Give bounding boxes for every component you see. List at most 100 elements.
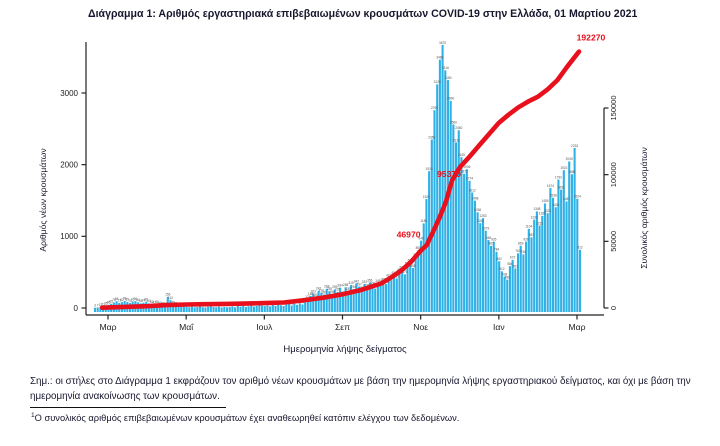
daily-cases-bar (231, 306, 234, 312)
daily-cases-bar (242, 305, 245, 312)
bar-value-label: 551 (513, 264, 519, 268)
bar-value-label: 652 (497, 257, 503, 261)
daily-cases-bar (352, 289, 355, 312)
daily-cases-bar (99, 307, 102, 312)
daily-cases-bar (204, 307, 207, 312)
daily-cases-bar (525, 241, 528, 312)
bar-value-label: 1792 (555, 175, 562, 179)
daily-cases-bar (546, 213, 549, 312)
daily-cases-bar (366, 287, 369, 312)
daily-cases-bar (441, 44, 444, 312)
daily-cases-bar (244, 306, 247, 312)
footnote-body: Ο συνολικός αριθμός επιβεβαιωμένων κρουσ… (34, 413, 460, 424)
daily-cases-bar (506, 279, 509, 312)
bar-value-label: 3316 (442, 66, 449, 70)
daily-cases-bar (250, 305, 253, 312)
bar-value-label: 987 (529, 233, 535, 237)
cumulative-milestone-label: 95370 (437, 169, 461, 179)
bar-value-label: 2105 (458, 153, 465, 157)
daily-cases-bar (225, 307, 229, 312)
daily-cases-bar (562, 170, 565, 312)
bar-value-label: 421 (386, 274, 392, 278)
daily-cases-bar (538, 225, 541, 312)
daily-cases-bar (393, 275, 396, 312)
daily-cases-bar (207, 306, 210, 312)
bar-value-label: 1936 (463, 165, 470, 169)
bar-value-label: 869 (518, 242, 524, 246)
daily-cases-bar (196, 307, 199, 312)
daily-cases-bar (209, 306, 212, 312)
daily-cases-bar (417, 250, 420, 312)
bar-value-label: 342 (354, 279, 360, 283)
y-right-tick-label: 50000 (609, 231, 618, 252)
bar-value-label: 470 (402, 270, 408, 274)
daily-cases-bar (234, 307, 237, 312)
daily-cases-bar (570, 174, 573, 312)
daily-cases-bar (465, 169, 468, 312)
bar-value-label: 1866 (568, 170, 575, 174)
bar-value-label: 784 (494, 248, 500, 252)
bar-value-label: 2045 (566, 157, 573, 161)
daily-cases-bar (406, 265, 409, 312)
daily-cases-bar (384, 284, 388, 312)
daily-cases-bar (220, 307, 223, 312)
daily-cases-bar (301, 304, 304, 312)
bar-value-label: 268 (324, 285, 330, 289)
bar-value-label: 71 (118, 299, 122, 303)
bar-value-label: 65 (139, 299, 143, 303)
footnote-text: 1Ο συνολικός αριθμός επιβεβαιωμένων κρου… (31, 412, 691, 423)
daily-cases-bar (460, 157, 463, 312)
bar-value-label: 1348 (533, 207, 540, 211)
daily-cases-bar (172, 304, 175, 312)
x-axis-tick-label: Ιαν (493, 322, 505, 332)
bar-value-label: 867 (488, 242, 494, 246)
daily-cases-bar (298, 303, 301, 312)
bar-value-label: 1286 (539, 212, 546, 216)
daily-cases-bar (430, 139, 433, 312)
bar-value-label: 80 (136, 298, 140, 302)
daily-cases-bar (296, 304, 299, 312)
daily-cases-bar (201, 307, 204, 312)
daily-cases-bar (182, 306, 185, 312)
daily-cases-bar (285, 304, 288, 312)
bar-value-label: 333 (362, 280, 368, 284)
daily-cases-bar (368, 282, 371, 312)
bars-series (93, 44, 582, 313)
bar-value-label: 168 (308, 292, 314, 296)
bar-value-label: 1651 (558, 186, 565, 190)
chart-note: Σημ.: οι στήλες στο Διάγραμμα 1 εκφράζου… (30, 376, 691, 403)
bar-value-label: 812 (577, 246, 583, 250)
bar-value-label: 35 (104, 301, 108, 305)
bar-value-label: 356 (367, 278, 373, 282)
daily-cases-bar (363, 284, 366, 312)
bar-value-label: 2480 (455, 126, 462, 130)
daily-cases-bar (401, 269, 404, 312)
x-axis-tick-label: Σεπ (335, 322, 350, 332)
bar-value-label: 1538 (550, 194, 557, 198)
bar-value-label: 806 (416, 246, 422, 250)
daily-cases-bar (255, 305, 258, 312)
daily-cases-bar (519, 245, 522, 312)
bar-value-label: 7 (97, 303, 99, 307)
bar-value-label: 46 (171, 301, 175, 305)
daily-cases-bar (495, 251, 498, 312)
daily-cases-bar (333, 289, 336, 312)
daily-cases-bar (419, 240, 423, 312)
footnote-marker: 1 (31, 412, 35, 419)
bar-value-label: 235 (346, 287, 352, 291)
daily-cases-bar (266, 305, 269, 312)
bar-value-label: 96 (134, 297, 138, 301)
daily-cases-bar (269, 306, 272, 312)
daily-cases-bar (180, 306, 183, 312)
daily-cases-bar (239, 306, 242, 312)
daily-cases-bar (274, 305, 277, 312)
y-right-axis-title: Συνολικός αριθμός κρουσμάτων (639, 147, 649, 269)
bar-value-label: 82 (120, 298, 124, 302)
daily-cases-bar (516, 253, 520, 312)
bar-value-label: 763 (515, 249, 521, 253)
bar-value-label: 1873 (461, 170, 468, 174)
bar-value-label: 1253 (479, 214, 486, 218)
daily-cases-bar (395, 278, 398, 312)
bar-value-label: 1322 (544, 209, 551, 213)
